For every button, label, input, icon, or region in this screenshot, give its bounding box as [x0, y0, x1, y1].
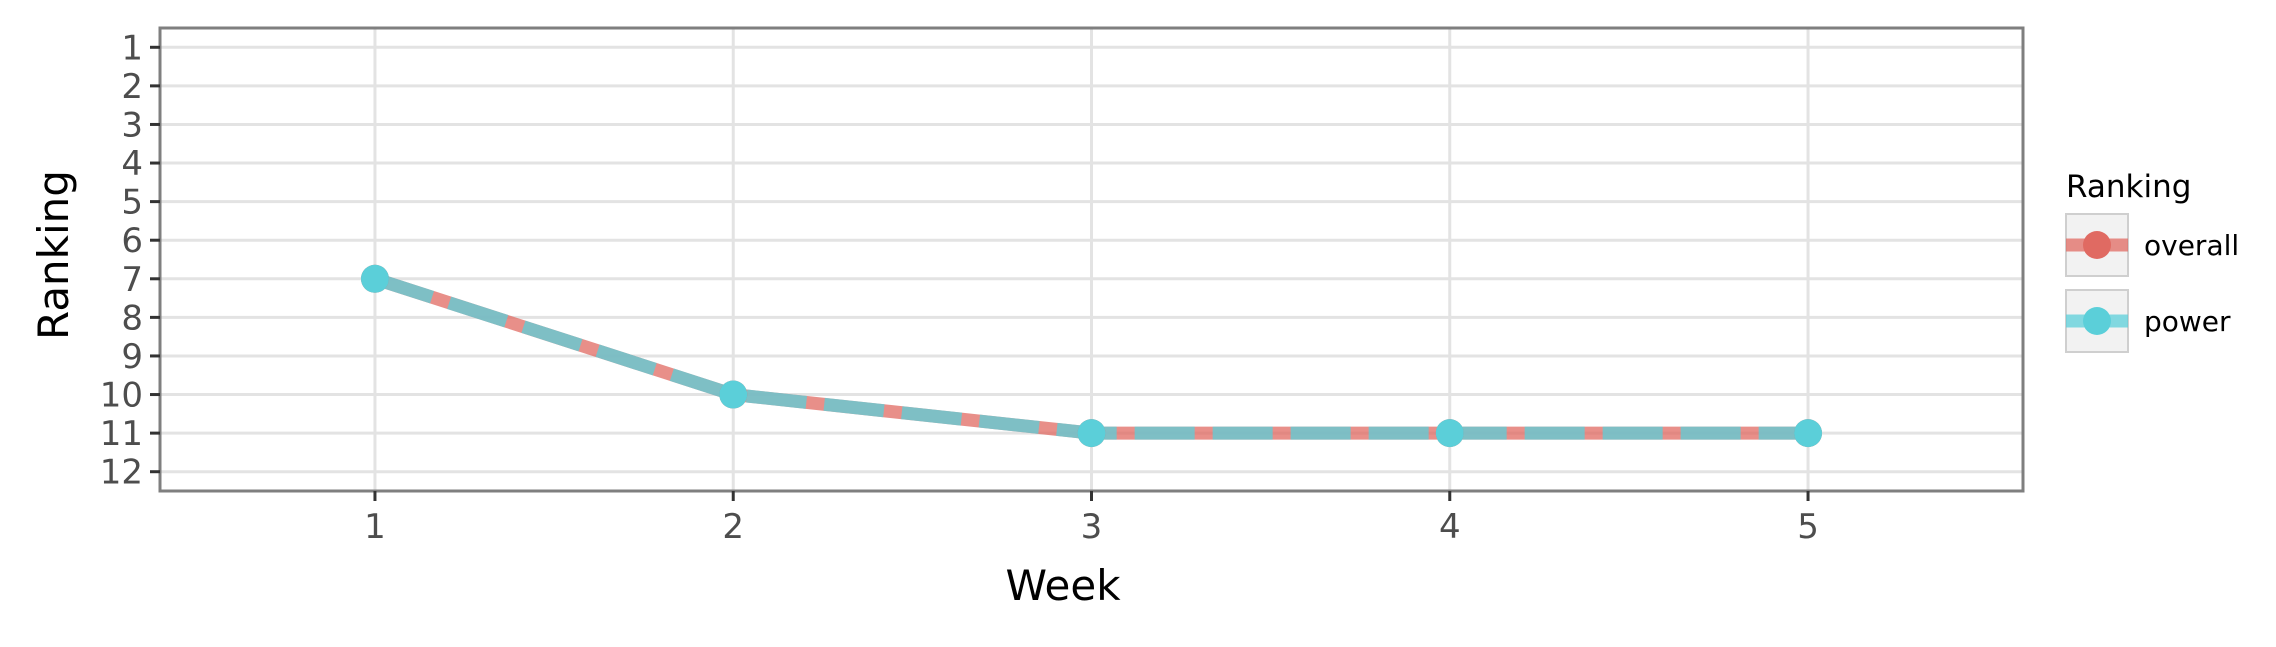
legend-key-point — [2083, 307, 2111, 335]
y-tick-label: 2 — [121, 67, 143, 107]
y-tick-label: 11 — [100, 414, 143, 454]
data-point-power — [719, 380, 748, 409]
data-points — [360, 264, 1823, 448]
legend-title: Ranking — [2066, 169, 2191, 205]
legend: Ranking overall power — [2065, 169, 2239, 353]
data-point-power — [1077, 419, 1106, 448]
y-tick-label: 9 — [121, 337, 143, 377]
x-tick-label: 3 — [1081, 507, 1103, 547]
y-tick-label: 8 — [121, 298, 143, 338]
x-tick-label: 2 — [722, 507, 744, 547]
legend-label: overall — [2144, 229, 2239, 262]
data-point-power — [1794, 419, 1823, 448]
x-axis-ticks: 1 2 3 4 5 — [364, 491, 1819, 547]
data-point-power — [360, 264, 389, 293]
x-axis-label: Week — [1005, 561, 1121, 610]
y-tick-label: 6 — [121, 221, 143, 261]
legend-key-point — [2083, 231, 2111, 259]
y-tick-label: 7 — [121, 260, 143, 300]
legend-item-overall: overall — [2065, 213, 2239, 277]
y-tick-label: 4 — [121, 144, 143, 184]
y-tick-label: 12 — [100, 453, 143, 493]
legend-item-power: power — [2065, 289, 2231, 353]
y-axis-label: Ranking — [29, 170, 78, 340]
legend-label: power — [2144, 305, 2231, 338]
data-point-power — [1435, 419, 1464, 448]
y-tick-label: 1 — [121, 28, 143, 68]
x-tick-label: 4 — [1439, 507, 1461, 547]
y-tick-label: 3 — [121, 105, 143, 145]
y-tick-label: 10 — [100, 376, 143, 416]
x-tick-label: 1 — [364, 507, 386, 547]
y-tick-label: 5 — [121, 183, 143, 223]
x-tick-label: 5 — [1797, 507, 1819, 547]
legend-items: overall power — [2065, 213, 2239, 353]
